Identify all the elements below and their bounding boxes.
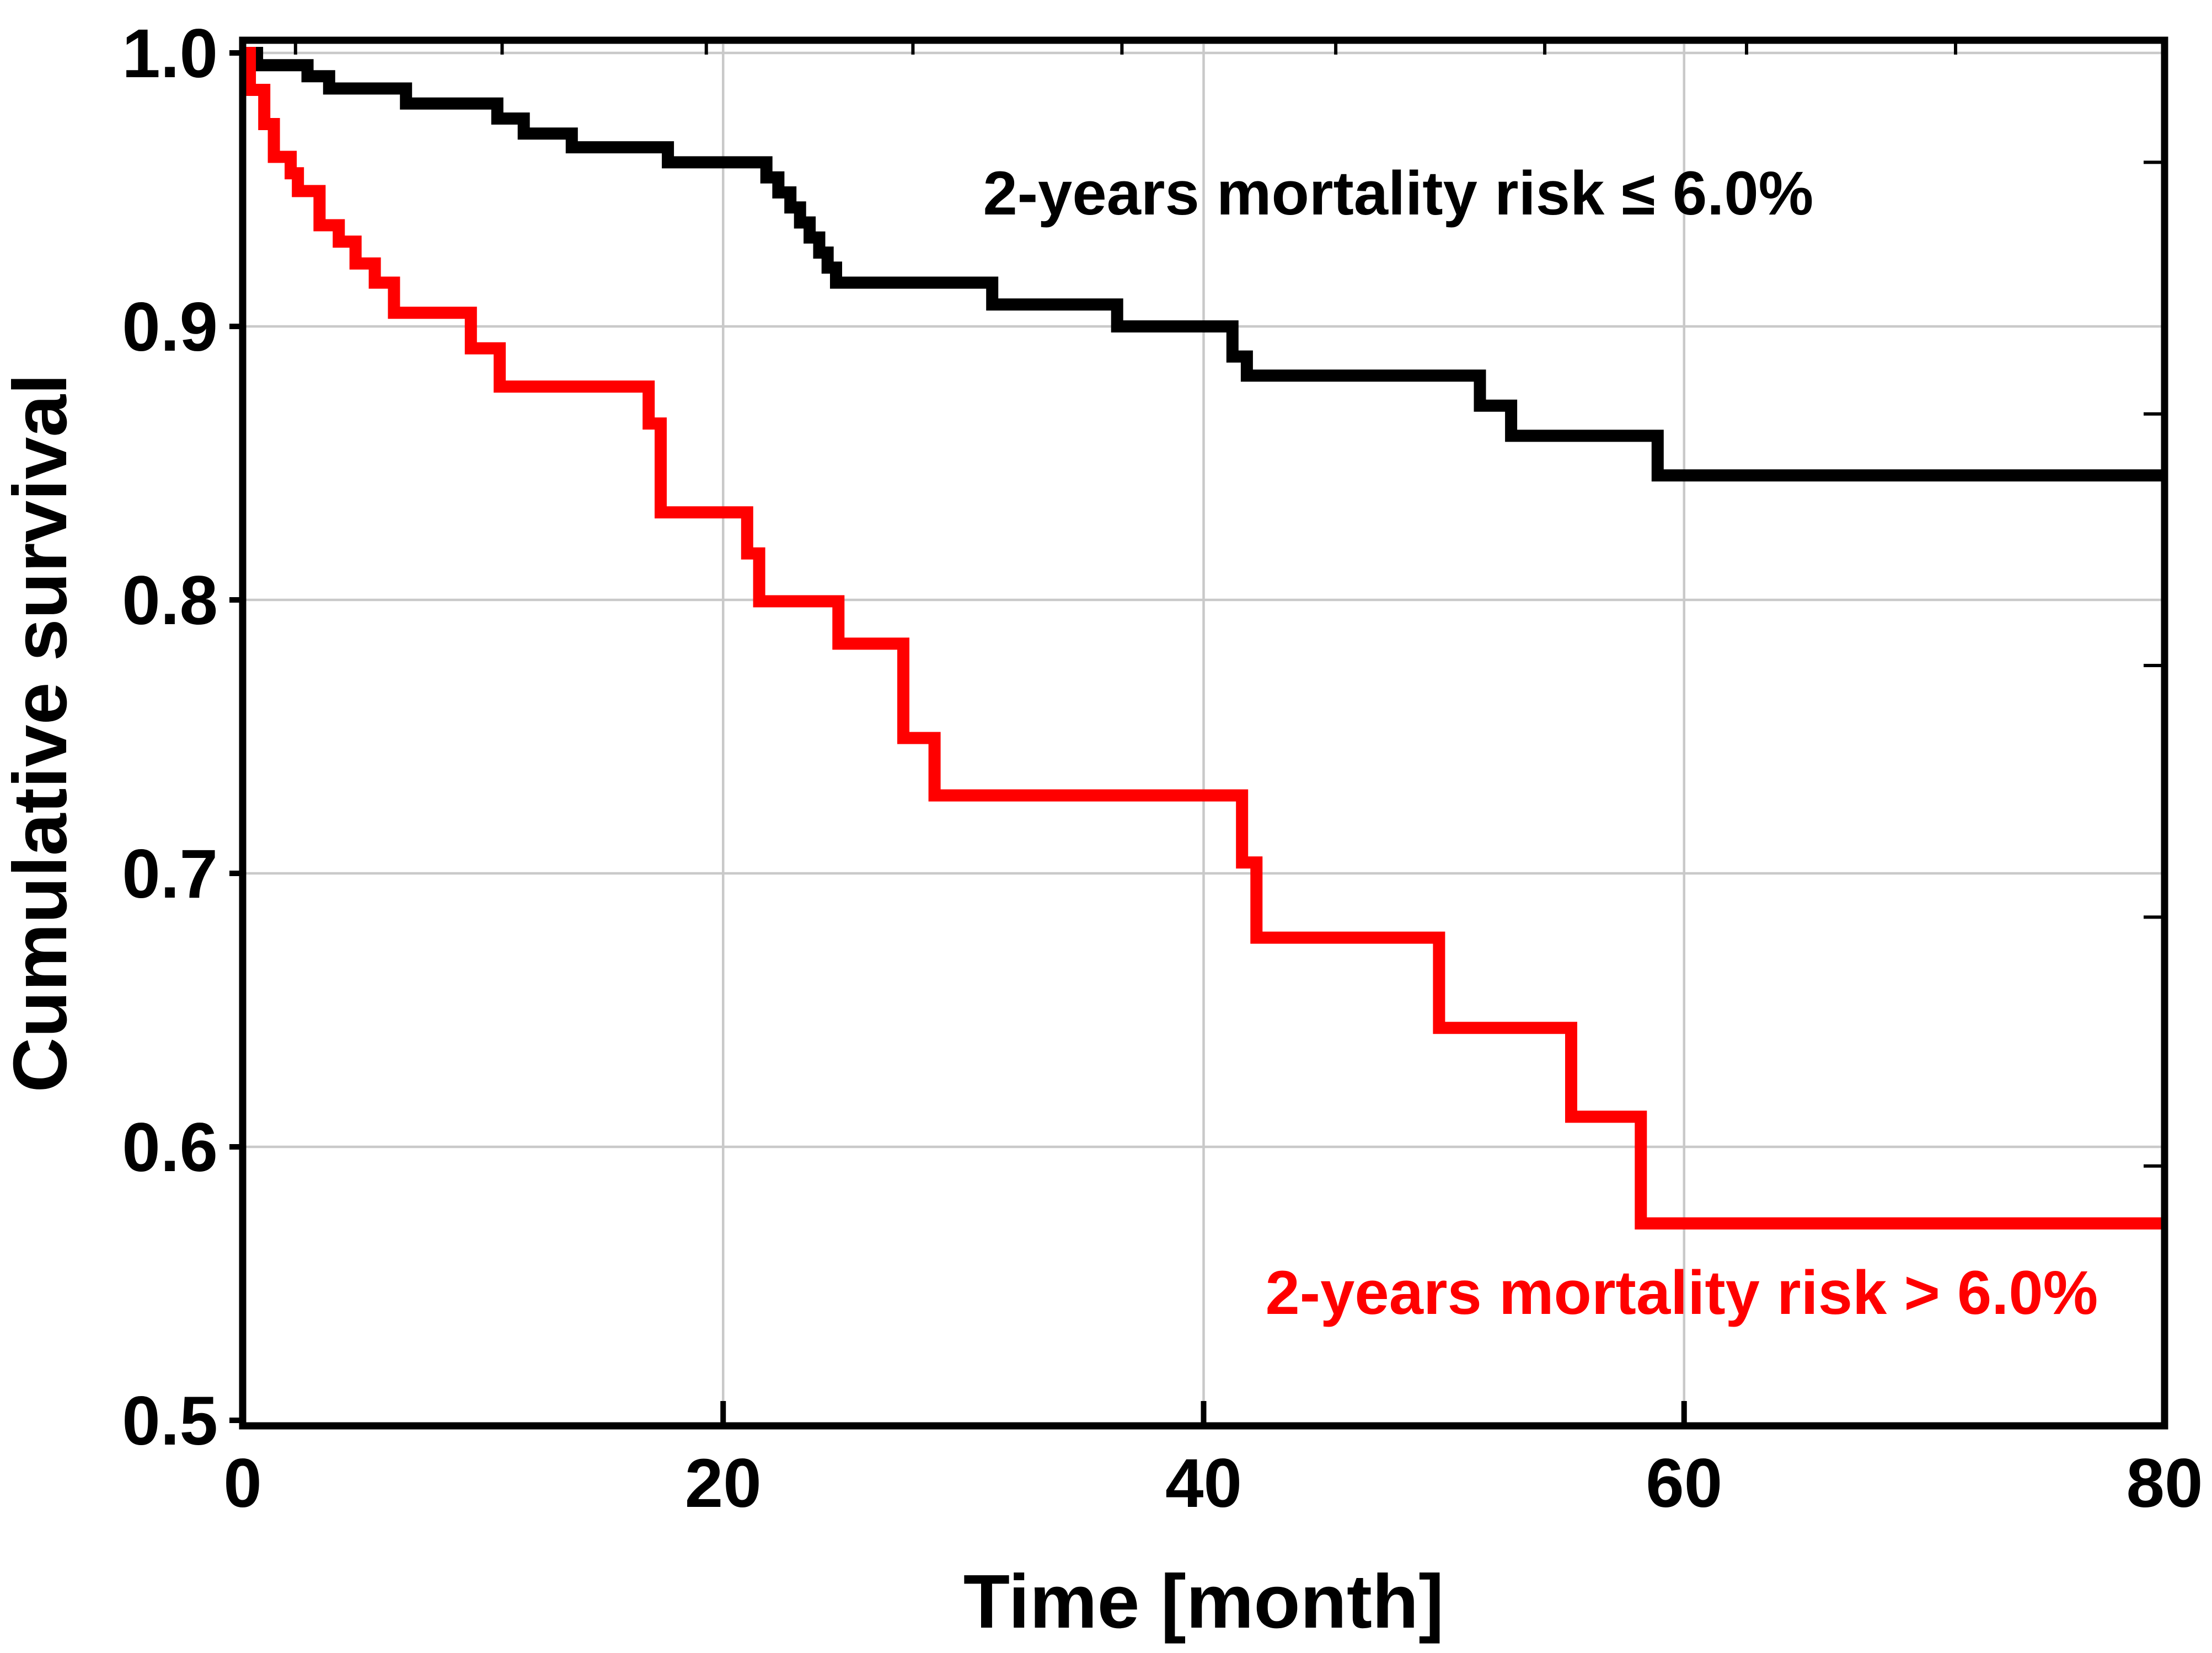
y-axis-title: Cumulative survival — [0, 374, 83, 1093]
series-low-risk-curve — [243, 47, 2165, 482]
y-tick-label: 0.8 — [122, 562, 218, 639]
annotation-high-risk-label: 2-years mortality risk > 6.0% — [1266, 1258, 2098, 1327]
y-tick-label: 0.9 — [122, 289, 218, 366]
series-layer — [243, 47, 2165, 1230]
x-tick-label: 80 — [2126, 1445, 2203, 1522]
y-tick-label: 0.5 — [122, 1383, 218, 1459]
x-tick-label: 0 — [223, 1445, 262, 1522]
series-high-risk-curve — [243, 47, 2165, 1230]
x-tick-label: 60 — [1646, 1445, 1722, 1522]
x-tick-label: 20 — [685, 1445, 762, 1522]
tick-layer — [229, 44, 2165, 1426]
x-tick-label: 40 — [1165, 1445, 1242, 1522]
x-axis-title: Time [month] — [963, 1559, 1444, 1644]
y-tick-label: 0.7 — [122, 836, 218, 913]
grid-layer — [246, 44, 2161, 1422]
tick-label-layer: 1.0 0.9 0.8 0.7 0.6 0.50 20 40 60 80 — [122, 15, 2203, 1522]
y-tick-label: 1.0 — [122, 15, 218, 92]
y-tick-label: 0.6 — [122, 1109, 218, 1186]
annotation-low-risk-label: 2-years mortality risk ≤ 6.0% — [983, 159, 1813, 228]
